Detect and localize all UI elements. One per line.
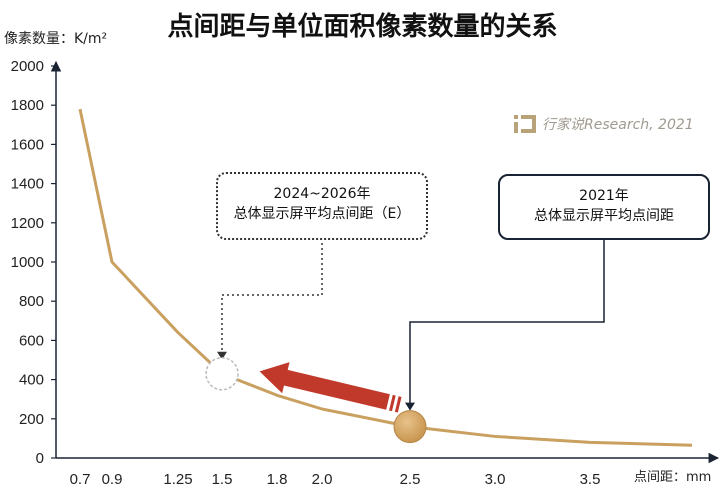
y-tick-label-200: 200 <box>19 411 44 428</box>
callout-current: 2021年 总体显示屏平均点间距 <box>498 174 710 240</box>
y-tick-label-1000: 1000 <box>11 254 44 271</box>
y-tick-label-2000: 2000 <box>11 58 44 75</box>
curve-series <box>78 108 693 447</box>
current-marker <box>393 410 427 444</box>
x-tick-label-0.9: 0.9 <box>102 471 123 488</box>
y-tick-label-1600: 1600 <box>11 136 44 153</box>
current-connector <box>409 238 605 407</box>
x-tick-label-1.25: 1.25 <box>163 471 192 488</box>
x-tick-label-0.7: 0.7 <box>70 471 91 488</box>
callout-future: 2024~2026年 总体显示屏平均点间距（E） <box>216 172 428 240</box>
x-tick-label-1.8: 1.8 <box>267 471 288 488</box>
y-axis-label: 像素数量：K/m² <box>4 31 108 47</box>
future-connector-arrowhead <box>217 351 227 360</box>
callout-future-line1: 2024~2026年 <box>273 186 371 202</box>
x-tick-label-2.0: 2.0 <box>312 471 333 488</box>
x-axis-unit: 点间距：mm <box>634 470 712 485</box>
future-marker <box>205 356 239 391</box>
callout-current-line1: 2021年 <box>579 188 629 204</box>
trend-arrow <box>259 362 402 413</box>
callout-future-line2: 总体显示屏平均点间距（E） <box>233 206 411 222</box>
y-tick-label-400: 400 <box>19 372 44 389</box>
y-tick-label-600: 600 <box>19 332 44 349</box>
research-logo-icon <box>514 115 536 133</box>
y-tick-label-0: 0 <box>36 450 44 467</box>
callout-current-line2: 总体显示屏平均点间距 <box>534 208 674 224</box>
x-tick-label-2.5: 2.5 <box>400 471 421 488</box>
current-connector-arrowhead <box>405 402 415 411</box>
future-connector <box>221 238 323 356</box>
watermark: 行家说Research, 2021 <box>514 114 694 134</box>
watermark-text: 行家说Research, 2021 <box>542 117 694 133</box>
y-tick-label-1200: 1200 <box>11 215 44 232</box>
x-tick-label-3.5: 3.5 <box>580 471 601 488</box>
y-tick-label-800: 800 <box>19 293 44 310</box>
chart-title: 点间距与单位面积像素数量的关系 <box>167 12 558 42</box>
x-tick-label-1.5: 1.5 <box>212 471 233 488</box>
x-tick-label-3.0: 3.0 <box>485 471 506 488</box>
y-tick-label-1400: 1400 <box>11 176 44 193</box>
y-tick-label-1800: 1800 <box>11 97 44 114</box>
